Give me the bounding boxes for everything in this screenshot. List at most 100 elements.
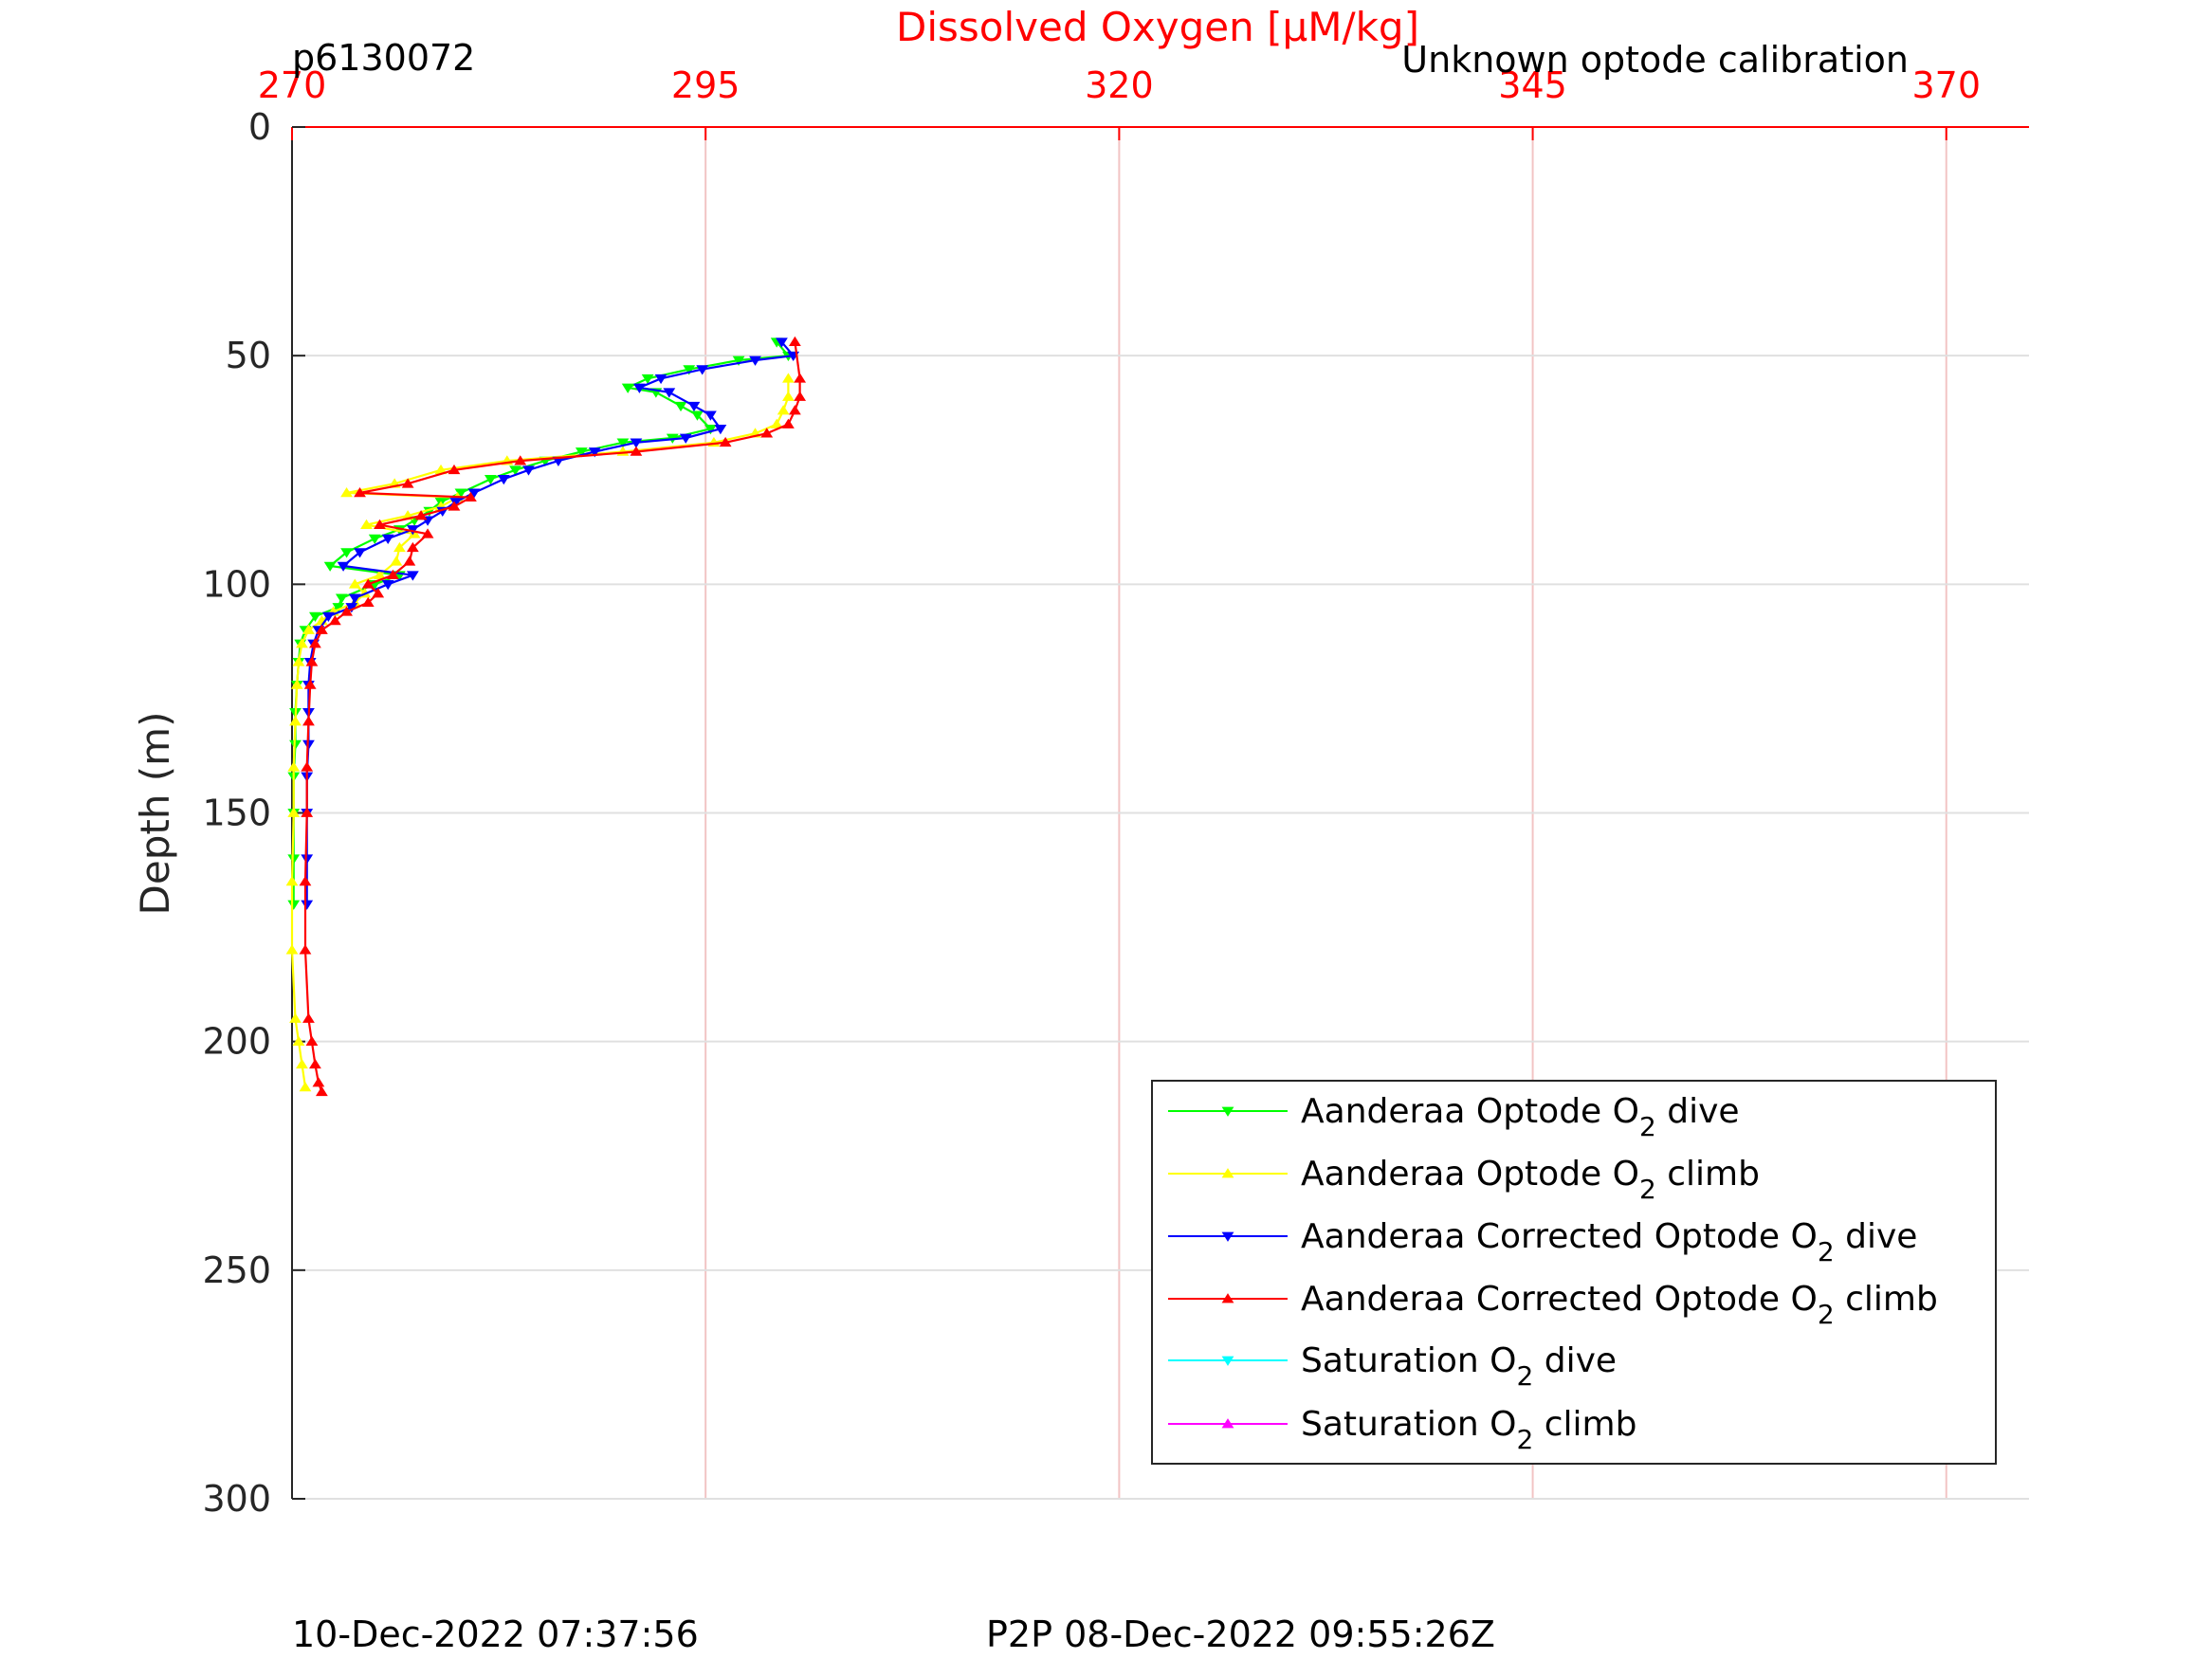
y-axis-label: Depth (m) bbox=[132, 712, 178, 916]
data-point bbox=[340, 486, 353, 498]
data-point bbox=[302, 1012, 315, 1023]
legend-item: Aanderaa Corrected Optode O2 dive bbox=[1168, 1217, 1917, 1267]
legend-item: Saturation O2 climb bbox=[1168, 1405, 1636, 1455]
legend-item: Saturation O2 dive bbox=[1168, 1341, 1617, 1392]
legend-label-subscript: 2 bbox=[1639, 1111, 1656, 1142]
bottom-left-label: 10-Dec-2022 07:37:56 bbox=[292, 1613, 699, 1655]
data-point bbox=[749, 356, 761, 366]
data-point bbox=[354, 486, 366, 498]
data-point bbox=[305, 656, 319, 666]
data-point bbox=[789, 336, 801, 347]
data-point bbox=[309, 638, 321, 648]
legend-label-main: Aanderaa Optode O bbox=[1301, 1155, 1639, 1194]
data-point bbox=[360, 519, 373, 529]
data-point bbox=[361, 596, 375, 607]
data-point bbox=[285, 944, 299, 955]
data-point bbox=[714, 424, 727, 435]
series-line bbox=[290, 378, 790, 1088]
data-point bbox=[302, 624, 315, 634]
legend-label-subscript: 2 bbox=[1818, 1299, 1835, 1330]
data-point bbox=[296, 1058, 308, 1069]
data-point bbox=[760, 428, 774, 438]
legend-marker bbox=[1221, 1356, 1234, 1366]
x-tick-label: 370 bbox=[1911, 64, 1981, 106]
data-point bbox=[374, 519, 386, 529]
series-3 bbox=[299, 336, 807, 1097]
data-point bbox=[782, 391, 795, 401]
data-point bbox=[299, 944, 312, 955]
data-point bbox=[340, 548, 353, 558]
data-point bbox=[616, 438, 630, 448]
legend-item: Aanderaa Optode O2 climb bbox=[1168, 1155, 1760, 1205]
legend-label: Aanderaa Corrected Optode O2 dive bbox=[1301, 1217, 1917, 1267]
data-point bbox=[514, 455, 527, 465]
data-point bbox=[497, 475, 510, 485]
data-point bbox=[403, 556, 416, 566]
data-point bbox=[448, 464, 461, 475]
data-point bbox=[296, 638, 308, 648]
legend-label-subscript: 2 bbox=[1516, 1424, 1533, 1455]
data-point bbox=[328, 615, 341, 626]
data-point bbox=[299, 1082, 312, 1092]
data-point bbox=[309, 1058, 321, 1069]
x-tick-label: 320 bbox=[1085, 64, 1154, 106]
data-point bbox=[303, 679, 317, 689]
top-left-label: p6130072 bbox=[292, 37, 475, 79]
data-point bbox=[309, 611, 321, 622]
data-point bbox=[719, 436, 732, 447]
data-point bbox=[340, 606, 353, 616]
legend-label-main: Aanderaa Optode O bbox=[1301, 1092, 1639, 1131]
data-point bbox=[287, 900, 301, 910]
series-1 bbox=[285, 373, 795, 1092]
y-tick-label: 300 bbox=[202, 1478, 271, 1520]
data-point bbox=[390, 556, 403, 566]
data-point bbox=[368, 534, 381, 544]
data-point bbox=[321, 611, 335, 622]
data-point bbox=[289, 1012, 302, 1023]
data-point bbox=[777, 405, 790, 415]
data-point bbox=[641, 374, 654, 385]
data-point bbox=[588, 447, 601, 458]
data-point bbox=[522, 465, 535, 476]
data-point bbox=[621, 383, 634, 393]
data-point bbox=[361, 578, 375, 589]
legend-label-tail: climb bbox=[1533, 1405, 1636, 1444]
series-line bbox=[303, 341, 801, 1093]
y-tick-label: 250 bbox=[202, 1249, 271, 1291]
legend-marker bbox=[1221, 1293, 1234, 1304]
legend-label-main: Saturation O bbox=[1301, 1341, 1516, 1380]
chart-title: Dissolved Oxygen [μM/kg] bbox=[896, 4, 1419, 50]
legend-label-tail: dive bbox=[1533, 1341, 1617, 1380]
legend-box bbox=[1151, 1080, 1997, 1465]
data-point bbox=[406, 571, 419, 581]
legend-label-main: Aanderaa Corrected Optode O bbox=[1301, 1217, 1818, 1256]
data-point bbox=[630, 446, 643, 456]
data-point bbox=[414, 510, 428, 520]
data-point bbox=[679, 433, 692, 444]
data-point bbox=[348, 578, 361, 589]
series-2 bbox=[301, 337, 800, 910]
data-point bbox=[696, 365, 709, 375]
data-point bbox=[575, 447, 588, 458]
data-point bbox=[287, 761, 301, 772]
x-tick-label: 345 bbox=[1498, 64, 1567, 106]
data-point bbox=[683, 365, 696, 375]
data-point bbox=[372, 588, 385, 598]
y-tick-label: 50 bbox=[226, 335, 271, 376]
data-point bbox=[301, 761, 314, 772]
data-point bbox=[663, 388, 676, 398]
data-point bbox=[285, 875, 299, 886]
data-point bbox=[301, 900, 314, 910]
legend-marker bbox=[1221, 1418, 1234, 1429]
bottom-center-label: P2P 08-Dec-2022 09:55:26Z bbox=[986, 1613, 1495, 1655]
data-point bbox=[691, 410, 704, 421]
data-point bbox=[335, 593, 348, 604]
y-tick-label: 0 bbox=[248, 106, 271, 148]
data-point bbox=[305, 1035, 319, 1047]
legend-label-subscript: 2 bbox=[1818, 1236, 1835, 1267]
data-point bbox=[316, 1085, 328, 1097]
legend-label-tail: dive bbox=[1656, 1092, 1740, 1131]
